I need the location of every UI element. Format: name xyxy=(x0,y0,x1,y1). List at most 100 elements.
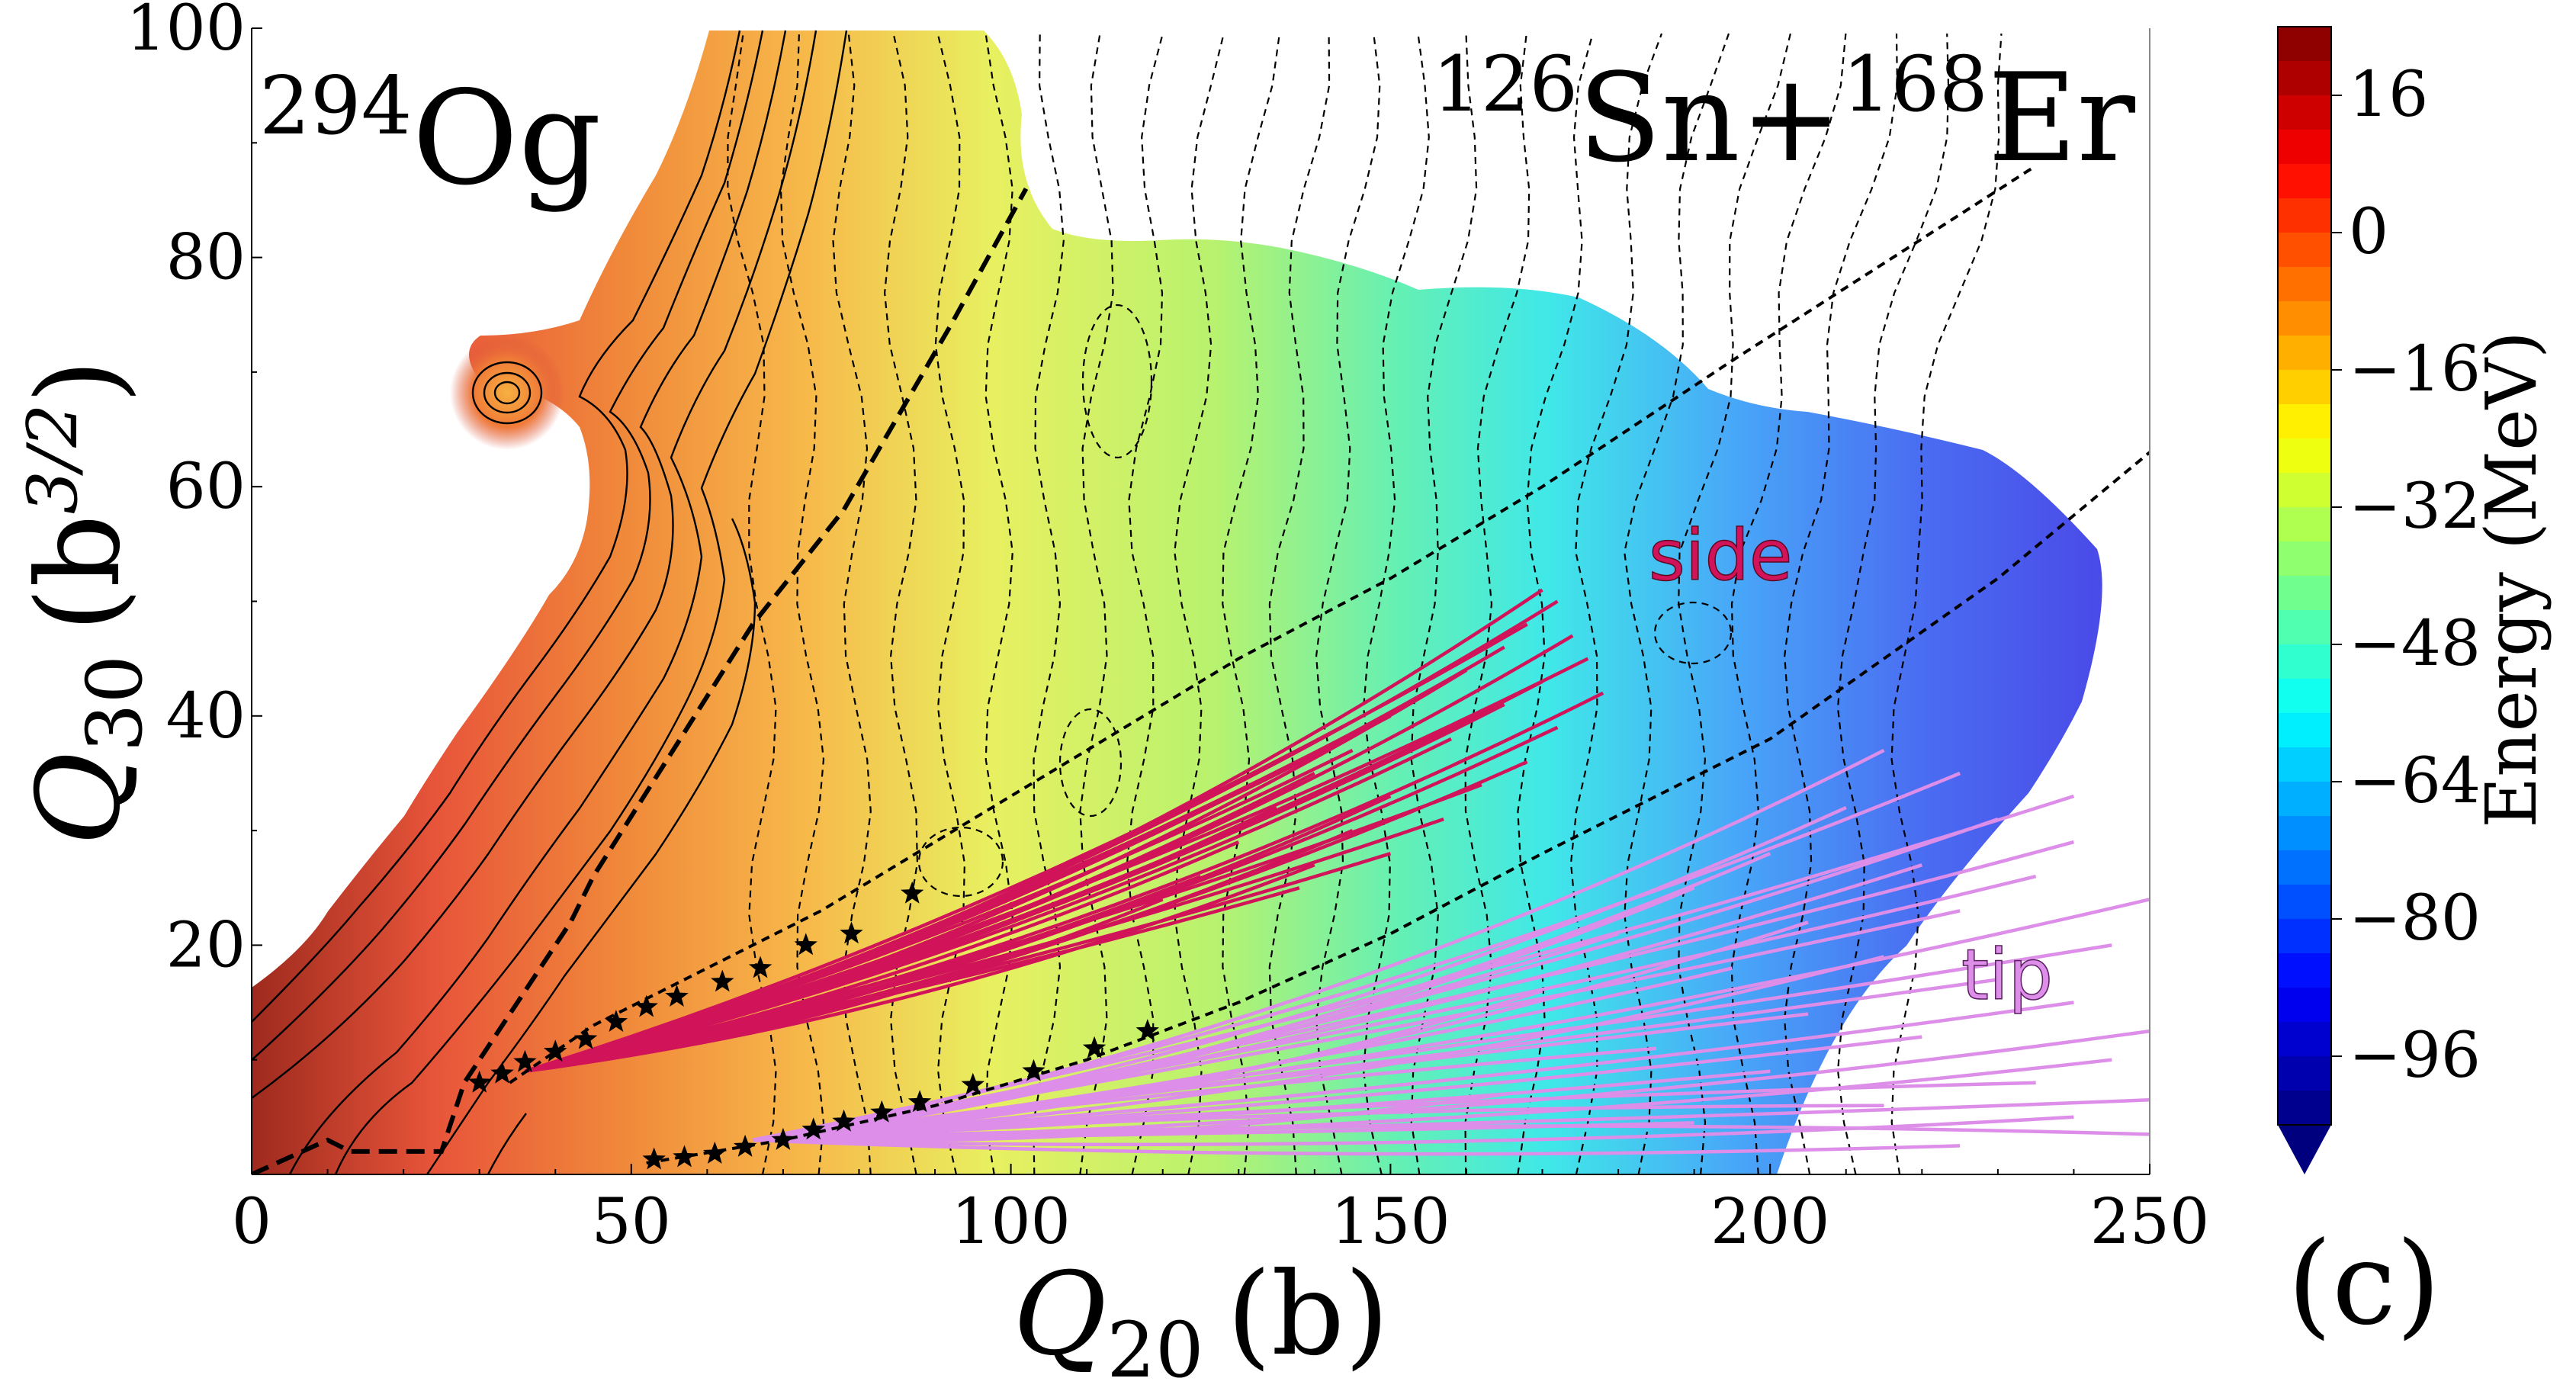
x-tick-label: 50 xyxy=(592,1186,671,1258)
dashed-contour xyxy=(917,826,1004,898)
star-marker xyxy=(634,994,658,1017)
x-tick-label: 200 xyxy=(1710,1186,1830,1258)
x-tick-label: 150 xyxy=(1331,1186,1450,1258)
colorbar-band xyxy=(2278,439,2331,474)
dashed-contour xyxy=(832,33,872,1174)
star-markers xyxy=(467,881,1159,1170)
star-marker xyxy=(513,1049,537,1072)
dashed-contour xyxy=(1517,33,1594,1174)
dashed-contour xyxy=(1081,304,1153,459)
side-valley-line xyxy=(509,164,2037,1084)
dashed-contour xyxy=(1836,33,1950,1174)
colorbar-bands xyxy=(2278,27,2331,1126)
star-marker xyxy=(907,1090,932,1113)
dashed-contour xyxy=(1464,33,1531,1174)
dashed-contour xyxy=(1126,33,1164,1174)
colorbar-band xyxy=(2278,953,2331,988)
tip-trajectories xyxy=(752,748,2150,1156)
star-marker xyxy=(748,956,772,978)
colorbar-band xyxy=(2278,130,2331,165)
x-axis-unit: (b) xyxy=(1227,1248,1389,1381)
dashed-contour xyxy=(1653,601,1733,665)
colorbar-tick-label: −32 xyxy=(2349,471,2481,543)
nucleus-mass: 294 xyxy=(259,59,412,153)
colorbar-band xyxy=(2278,95,2331,130)
star-marker xyxy=(794,933,817,956)
colorbar-ticks xyxy=(2331,95,2342,1057)
side-label: side xyxy=(1649,515,1793,596)
solid-contour-lines xyxy=(252,30,848,1174)
side-trajectory xyxy=(524,805,1278,1073)
colorbar-tick-labels: 16 0 −16 −32 −48 −64 −80 −96 xyxy=(2349,59,2481,1092)
star-marker xyxy=(703,1141,727,1164)
tip-trajectory xyxy=(752,1001,2074,1142)
colorbar-band xyxy=(2278,576,2331,611)
y-tick-label: 40 xyxy=(166,680,246,753)
dashed-contour xyxy=(1569,33,1663,1174)
colorbar-frame xyxy=(2277,26,2332,1126)
colorbar-band xyxy=(2278,541,2331,577)
nucleus-label: 294Og xyxy=(259,59,602,214)
y-axis-symbol: Q xyxy=(13,752,146,846)
dashed-contour xyxy=(1410,33,1478,1174)
x-tick-label: 250 xyxy=(2090,1186,2210,1258)
star-marker xyxy=(1135,1019,1159,1042)
y-tick-label: 80 xyxy=(166,222,246,294)
x-tick-label: 100 xyxy=(951,1186,1071,1258)
star-marker xyxy=(544,1039,567,1062)
star-marker xyxy=(1022,1059,1045,1081)
reaction-mass-1: 126 xyxy=(1432,40,1578,129)
guide-lines xyxy=(252,164,2150,1174)
dashed-contour xyxy=(1362,33,1430,1174)
colorbar-band xyxy=(2278,27,2331,62)
dashed-contour-lines xyxy=(727,33,2003,1174)
colorbar-band xyxy=(2278,473,2331,508)
side-trajectory xyxy=(524,622,1528,1073)
x-axis-title: Q20 (b) xyxy=(1013,1248,1389,1391)
colorbar-title: Energy (MeV) xyxy=(2471,331,2552,828)
colorbar-band xyxy=(2278,747,2331,782)
y-tick-label: 60 xyxy=(166,451,246,523)
x-axis-subscript: 20 xyxy=(1107,1306,1203,1391)
dashed-contour xyxy=(779,33,825,1174)
colorbar-band xyxy=(2278,713,2331,748)
colorbar-band xyxy=(2278,1056,2331,1091)
side-trajectory xyxy=(525,898,1164,1073)
y-axis-unit-close: ) xyxy=(13,359,146,404)
nucleus-symbol: Og xyxy=(412,63,601,214)
dashed-contour xyxy=(1315,33,1381,1174)
surface-bump xyxy=(450,336,564,450)
x-tick-label: 0 xyxy=(232,1186,271,1258)
dashed-contour xyxy=(727,33,777,1174)
colorbar-band xyxy=(2278,198,2331,233)
y-tick-marks xyxy=(252,27,262,1061)
side-trajectory xyxy=(524,748,1354,1073)
tip-trajectory xyxy=(752,886,1695,1142)
tip-trajectory xyxy=(752,840,2074,1142)
colorbar-tick-label: 0 xyxy=(2349,196,2388,268)
colorbar-band xyxy=(2278,644,2331,679)
y-axis-unit-open: (b xyxy=(13,514,146,632)
star-marker xyxy=(490,1061,514,1084)
reaction-plus: + xyxy=(1740,47,1842,189)
star-marker xyxy=(711,969,734,992)
dashed-contour xyxy=(1783,33,1899,1174)
colorbar-tick-label: −80 xyxy=(2349,882,2481,955)
y-axis-title: Q30 (b3/2) xyxy=(13,359,159,846)
colorbar-band xyxy=(2278,679,2331,714)
y-tick-label: 20 xyxy=(166,909,246,981)
side-trajectories xyxy=(524,588,1604,1073)
surface-region xyxy=(252,31,2102,1174)
dashed-contour xyxy=(1079,33,1114,1174)
axes xyxy=(251,27,2150,1175)
star-marker xyxy=(733,1134,757,1157)
colorbar-band xyxy=(2278,301,2331,336)
side-trajectory xyxy=(524,771,1315,1073)
colorbar-band xyxy=(2278,782,2331,817)
star-marker xyxy=(801,1117,825,1140)
tip-trajectory xyxy=(753,1124,2150,1142)
x-tick-marks xyxy=(251,1164,2150,1174)
colorbar-band xyxy=(2278,336,2331,371)
star-marker xyxy=(642,1147,666,1170)
tip-label: tip xyxy=(1961,934,2053,1016)
